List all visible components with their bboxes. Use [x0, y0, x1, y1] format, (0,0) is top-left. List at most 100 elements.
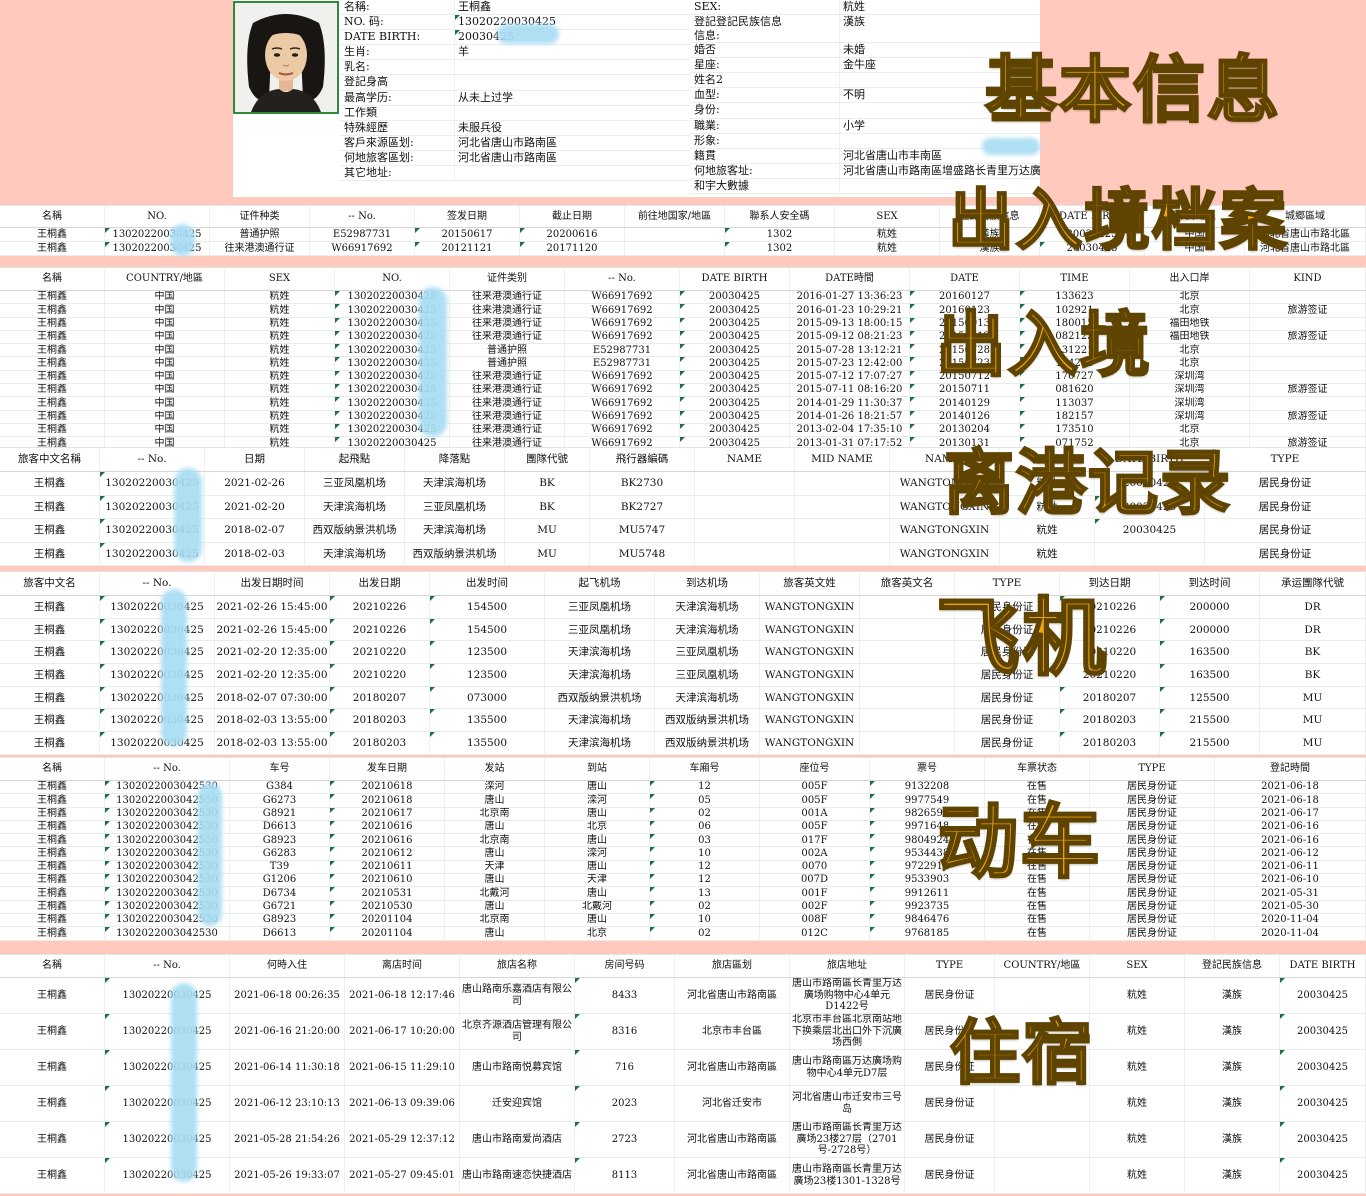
table-cell[interactable]: 中国 — [105, 423, 225, 437]
table-cell[interactable]: 2015-07-12 17:07:27 — [790, 370, 910, 384]
column-header[interactable]: SEX — [225, 268, 335, 290]
table-cell[interactable]: T39 — [230, 860, 330, 874]
table-cell[interactable]: 071752 — [1020, 437, 1130, 450]
table-cell[interactable]: 唐山市路南爱尚酒店 — [460, 1122, 575, 1157]
field-label[interactable]: 職業: — [690, 118, 840, 133]
table-cell[interactable] — [995, 978, 1090, 1013]
table-cell[interactable]: 13020220030425 — [105, 228, 210, 241]
table-cell[interactable]: 20210611 — [330, 860, 445, 874]
table-cell[interactable]: 2021-06-16 — [1215, 820, 1366, 834]
table-cell[interactable]: 王桐鑫 — [0, 1050, 105, 1085]
table-cell[interactable]: 20210531 — [330, 887, 445, 900]
table-cell[interactable]: 中国 — [105, 370, 225, 384]
table-cell[interactable]: 2021-05-29 12:37:12 — [345, 1122, 460, 1157]
table-cell[interactable]: 粇姓 — [835, 228, 940, 241]
table-cell[interactable]: 漢族 — [1185, 1122, 1280, 1157]
table-cell[interactable]: 2021-05-26 19:33:07 — [230, 1158, 345, 1193]
field-value[interactable]: 粇姓 — [843, 0, 865, 13]
table-cell[interactable]: 10 — [650, 913, 760, 927]
table-cell[interactable]: 唐山市路南區长青里万达廣场23楼1301-1328号 — [790, 1158, 905, 1193]
table-cell[interactable]: 三亚凤凰机场 — [655, 664, 760, 686]
table-cell[interactable]: 唐山 — [445, 927, 545, 940]
table-cell[interactable]: 北京南 — [445, 807, 545, 820]
table-cell[interactable]: 王桐鑫 — [0, 330, 105, 344]
table-cell[interactable]: 13020220030425 — [100, 618, 215, 641]
table-cell[interactable]: D6613 — [230, 927, 330, 940]
field-label[interactable]: NO. 码: — [340, 15, 455, 30]
table-cell[interactable]: 20150913 — [910, 317, 1020, 330]
table-cell[interactable]: 北戴河 — [545, 900, 650, 913]
table-cell[interactable]: 北京 — [545, 927, 650, 940]
table-cell[interactable]: 20140126 — [910, 410, 1020, 423]
column-header[interactable]: NO. — [105, 206, 210, 227]
field-label[interactable]: 身份: — [690, 103, 840, 118]
field-label[interactable]: 生肖: — [340, 45, 455, 60]
field-value[interactable]: 漢族 — [843, 15, 865, 29]
table-cell[interactable]: 200000 — [1160, 596, 1260, 618]
field-label[interactable]: 名稱: — [340, 0, 455, 15]
table-cell[interactable]: 2015-09-12 08:21:23 — [790, 330, 910, 344]
table-cell[interactable]: 2018-02-03 13:55:00 — [215, 709, 330, 732]
table-cell[interactable]: 1302022003042530 — [105, 834, 230, 847]
column-header[interactable]: 出发时间 — [430, 572, 545, 595]
table-cell[interactable]: 居民身份证 — [955, 641, 1060, 664]
table-cell[interactable]: WANGTONGXIN — [760, 641, 860, 664]
table-cell[interactable]: 唐山市路南速恋快捷酒店 — [460, 1158, 575, 1193]
field-label[interactable]: 籍貫 — [690, 148, 840, 163]
table-cell[interactable]: 10 — [650, 847, 760, 860]
table-cell[interactable]: 123500 — [430, 641, 545, 664]
table-cell[interactable]: 天津滨海机场 — [545, 709, 655, 732]
table-cell[interactable]: 113037 — [1020, 397, 1130, 410]
table-cell[interactable]: 中国 — [105, 397, 225, 410]
table-cell[interactable]: 漢族 — [1185, 1014, 1280, 1049]
column-header[interactable]: 离店时间 — [345, 955, 460, 977]
table-cell[interactable]: 唐山 — [445, 874, 545, 887]
table-cell[interactable]: 居民身份证 — [1090, 887, 1215, 900]
table-cell[interactable]: 王桐鑫 — [0, 317, 105, 330]
table-cell[interactable]: 123500 — [430, 664, 545, 686]
table-cell[interactable]: 20210530 — [330, 900, 445, 913]
table-cell[interactable]: 漢族 — [1185, 1086, 1280, 1121]
table-cell[interactable]: 王桐鑫 — [0, 242, 105, 255]
table-cell[interactable]: 13020220030425 — [100, 596, 215, 618]
table-cell[interactable]: 9971648 — [870, 820, 985, 834]
table-cell[interactable]: WANGTONGXIN — [760, 596, 860, 618]
table-cell[interactable]: 180015 — [1020, 317, 1130, 330]
table-cell[interactable]: 2021-06-12 23:10:13 — [230, 1086, 345, 1121]
table-cell[interactable]: 20160127 — [910, 291, 1020, 304]
table-cell[interactable] — [795, 495, 890, 518]
table-cell[interactable]: 02 — [650, 927, 760, 940]
table-cell[interactable]: 唐山 — [445, 794, 545, 807]
table-cell[interactable]: 居民身份证 — [955, 596, 1060, 618]
table-cell[interactable]: 唐山市路南區长青里万达廣场23楼27层（2701号-2728号） — [790, 1122, 905, 1157]
table-cell[interactable]: 20180207 — [1060, 686, 1160, 709]
table-cell[interactable]: 13 — [650, 887, 760, 900]
table-cell[interactable]: 20210618 — [330, 781, 445, 794]
table-cell[interactable]: 1302022003042530 — [105, 820, 230, 834]
table-cell[interactable]: 124200 — [1020, 357, 1130, 370]
table-cell[interactable]: 唐山路南乐嘉酒店有限公司 — [460, 978, 575, 1013]
table-cell[interactable]: 20030425 — [680, 344, 790, 357]
table-cell[interactable]: 粇姓 — [225, 370, 335, 384]
column-header[interactable]: DATE — [910, 268, 1020, 290]
table-cell[interactable]: 002A — [760, 847, 870, 860]
table-cell[interactable]: 王桐鑫 — [0, 1158, 105, 1193]
table-cell[interactable]: 旅游签证 — [1250, 304, 1366, 317]
table-cell[interactable]: 20210220 — [330, 641, 430, 664]
table-cell[interactable]: 深圳湾 — [1130, 410, 1250, 423]
field-label[interactable]: 婚否 — [690, 43, 840, 58]
table-cell[interactable]: DR — [1260, 618, 1366, 641]
table-cell[interactable]: 2021-06-18 12:17:46 — [345, 978, 460, 1013]
column-header[interactable]: 起飞机场 — [545, 572, 655, 595]
table-cell[interactable]: 在售 — [985, 887, 1090, 900]
column-header[interactable]: 票号 — [870, 758, 985, 780]
table-cell[interactable]: 居民身份证 — [1090, 807, 1215, 820]
field-value[interactable]: 未婚 — [843, 43, 865, 57]
table-cell[interactable]: 居民身份证 — [905, 1050, 995, 1085]
table-cell[interactable] — [995, 1050, 1090, 1085]
table-cell[interactable] — [860, 596, 955, 618]
table-cell[interactable]: 在售 — [985, 927, 1090, 940]
column-header[interactable]: 旅客中文名稱 — [0, 448, 100, 471]
table-cell[interactable]: 粇姓 — [225, 344, 335, 357]
table-cell[interactable]: 173510 — [1020, 423, 1130, 437]
